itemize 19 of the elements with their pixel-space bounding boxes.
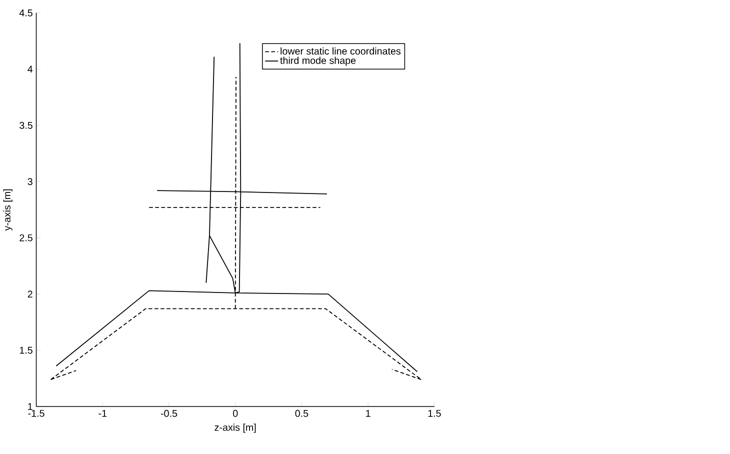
x-axis-title: z-axis [m] (214, 423, 256, 433)
x-tick-label: 1 (366, 410, 370, 417)
y-tick-label: 3 (28, 178, 32, 185)
y-tick-label: 3.5 (20, 122, 32, 129)
x-tick-label: -0.5 (160, 410, 178, 417)
y-tick-label: 1 (28, 402, 32, 410)
x-tick-label: -1 (98, 410, 107, 417)
legend-label: third mode shape (280, 56, 356, 66)
y-tick-label: 1.5 (20, 346, 32, 354)
legend-label: lower static line coordinates (280, 47, 401, 54)
y-tick-label: 4.5 (19, 9, 32, 16)
x-tick-label: 1.5 (428, 410, 441, 417)
y-tick-label: 2.5 (20, 234, 32, 242)
x-tick-label: -1.5 (28, 410, 44, 417)
y-axis-title: y-axis [m] (3, 189, 12, 231)
y-tick-label: 2 (28, 290, 32, 298)
x-tick-label: 0 (232, 410, 238, 417)
x-tick-label: 0.5 (295, 410, 308, 417)
y-tick-label: 4 (28, 66, 33, 72)
